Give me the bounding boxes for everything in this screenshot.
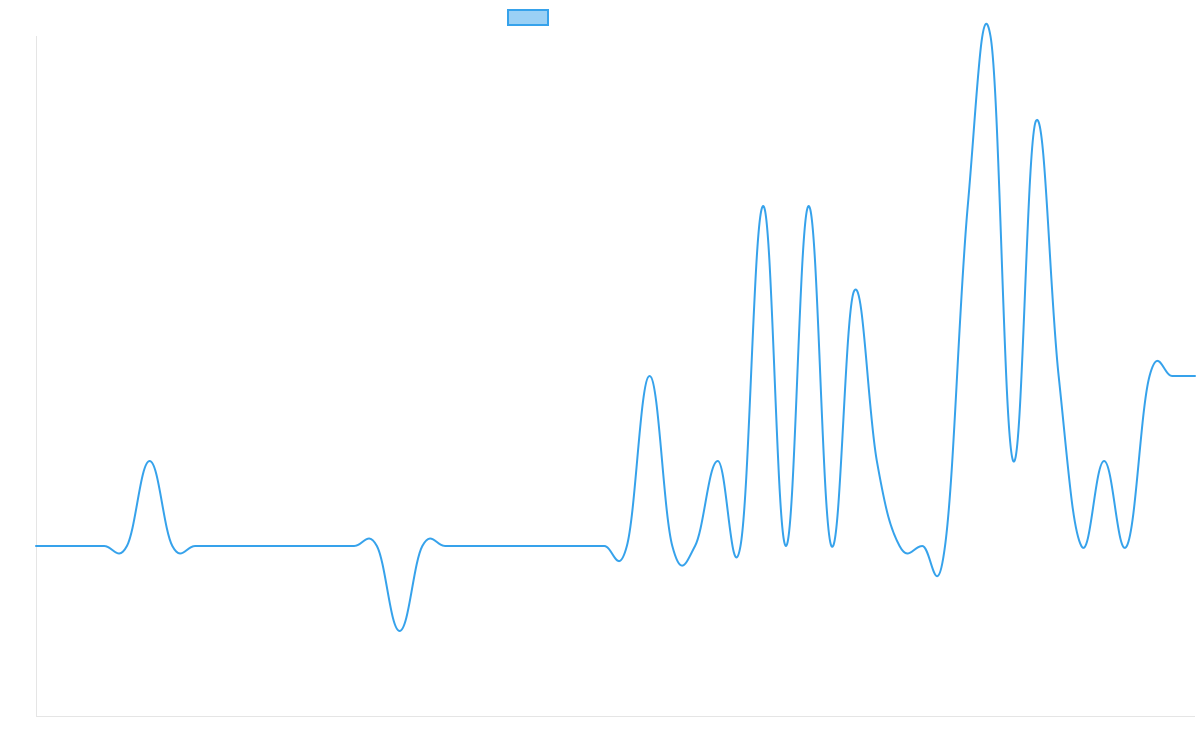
data-point[interactable] <box>1169 373 1175 379</box>
data-point[interactable] <box>692 543 698 549</box>
data-point[interactable] <box>578 543 584 549</box>
data-point[interactable] <box>124 543 130 549</box>
data-point[interactable] <box>328 543 334 549</box>
data-point[interactable] <box>669 543 675 549</box>
data-point[interactable] <box>828 543 834 549</box>
data-point[interactable] <box>78 543 84 549</box>
data-point[interactable] <box>283 543 289 549</box>
data-point[interactable] <box>624 543 630 549</box>
data-point[interactable] <box>715 458 721 464</box>
data-point[interactable] <box>647 373 653 379</box>
data-point[interactable] <box>56 543 62 549</box>
data-point[interactable] <box>897 543 903 549</box>
data-point[interactable] <box>874 458 880 464</box>
data-point[interactable] <box>33 543 39 549</box>
data-point[interactable] <box>374 543 380 549</box>
data-point[interactable] <box>851 288 857 294</box>
data-point[interactable] <box>1033 118 1039 124</box>
data-point[interactable] <box>465 543 471 549</box>
data-point[interactable] <box>419 543 425 549</box>
data-point[interactable] <box>1010 458 1016 464</box>
data-point[interactable] <box>260 543 266 549</box>
data-point[interactable] <box>919 543 925 549</box>
data-point[interactable] <box>397 628 403 634</box>
data-point[interactable] <box>760 203 766 209</box>
data-point[interactable] <box>1147 373 1153 379</box>
data-point[interactable] <box>533 543 539 549</box>
data-point[interactable] <box>238 543 244 549</box>
series-line <box>35 22 1196 632</box>
data-point[interactable] <box>987 33 993 39</box>
data-point[interactable] <box>1078 543 1084 549</box>
data-point[interactable] <box>737 543 743 549</box>
data-point[interactable] <box>1192 373 1198 379</box>
data-point[interactable] <box>1124 543 1130 549</box>
legend-swatch[interactable] <box>507 9 549 26</box>
data-point[interactable] <box>351 543 357 549</box>
data-point[interactable] <box>556 543 562 549</box>
data-point[interactable] <box>169 543 175 549</box>
data-point[interactable] <box>442 543 448 549</box>
data-point[interactable] <box>806 203 812 209</box>
data-point[interactable] <box>965 203 971 209</box>
data-point[interactable] <box>783 543 789 549</box>
data-point[interactable] <box>510 543 516 549</box>
data-point[interactable] <box>942 543 948 549</box>
data-point[interactable] <box>601 543 607 549</box>
data-point[interactable] <box>147 458 153 464</box>
data-point[interactable] <box>488 543 494 549</box>
data-point[interactable] <box>101 543 107 549</box>
data-point[interactable] <box>192 543 198 549</box>
data-point[interactable] <box>215 543 221 549</box>
data-point[interactable] <box>306 543 312 549</box>
data-point[interactable] <box>1056 373 1062 379</box>
data-point[interactable] <box>1101 458 1107 464</box>
